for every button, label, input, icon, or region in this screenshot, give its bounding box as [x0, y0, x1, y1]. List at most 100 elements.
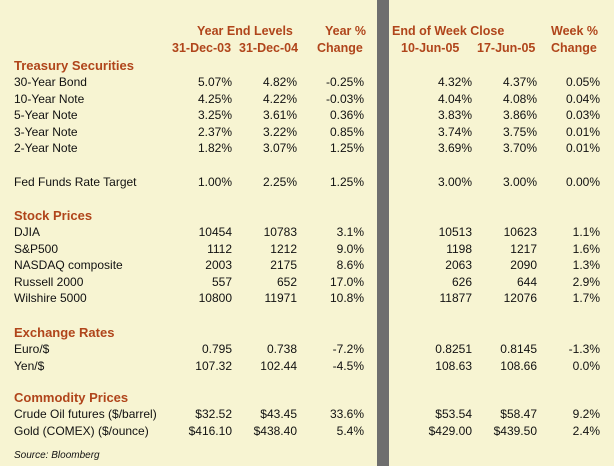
value-31dec03: $32.52 [195, 407, 232, 421]
value-17jun05: $58.47 [500, 407, 537, 421]
value-17jun05: 4.37% [502, 75, 537, 89]
value-year-change: -4.5% [332, 358, 364, 373]
value-year-change: -0.25% [325, 75, 364, 89]
value-week-change: 1.3% [572, 258, 600, 272]
value-31dec03: 4.25% [197, 91, 232, 106]
value-week-change: 0.00% [565, 175, 600, 189]
row-label: NASDAQ composite [14, 258, 123, 272]
value-week-change: 1.1% [572, 225, 600, 239]
table-row: Crude Oil futures ($/barrel) $32.52 $43.45… [0, 406, 614, 422]
row-label: Crude Oil futures ($/barrel) [14, 407, 157, 421]
source-note: Source: Bloomberg [14, 450, 100, 461]
value-10jun05: 626 [451, 274, 472, 289]
value-31dec03: 2003 [205, 258, 232, 272]
value-31dec03: 10800 [198, 291, 232, 305]
value-31dec03: $416.10 [188, 423, 232, 438]
value-10jun05: 108.63 [435, 358, 472, 373]
value-31dec03: 5.07% [197, 75, 232, 89]
value-10jun05: 4.32% [437, 75, 472, 89]
treasury-section-title: Treasury Securities [14, 58, 134, 73]
column-divider [377, 0, 389, 466]
value-31dec04: $43.45 [260, 407, 297, 421]
table-row: 5-Year Note 3.25% 3.61% 0.36% 3.83% 3.86% 0.03… [0, 107, 614, 123]
value-10jun05: 3.69% [437, 141, 472, 155]
row-label: Yen/$ [14, 358, 45, 373]
value-31dec03: 1.00% [197, 175, 232, 189]
year-end-levels-header: Year End Levels [197, 24, 293, 38]
value-31dec04: 2.25% [262, 175, 297, 189]
week-change-header: Change [551, 41, 597, 55]
commodity-section-title: Commodity Prices [14, 390, 129, 405]
value-week-change: -1.3% [568, 342, 600, 356]
value-31dec04: 3.61% [262, 108, 297, 122]
value-31dec04: $438.40 [253, 423, 297, 438]
week-pct-header: Week % [551, 24, 599, 38]
date-17jun05-header: 17-Jun-05 [477, 41, 536, 55]
value-31dec03: 3.25% [197, 108, 232, 122]
value-10jun05: 4.04% [437, 91, 472, 106]
value-31dec03: 10454 [198, 225, 232, 239]
value-week-change: 0.01% [565, 141, 600, 155]
value-17jun05: 3.75% [502, 124, 537, 139]
value-week-change: 0.0% [572, 358, 600, 373]
year-change-header: Change [317, 41, 363, 55]
value-10jun05: $429.00 [428, 423, 472, 438]
value-year-change: 10.8% [329, 291, 364, 305]
value-10jun05: $53.54 [435, 407, 472, 421]
table-row: 2-Year Note 1.82% 3.07% 1.25% 3.69% 3.70% 0.01… [0, 140, 614, 156]
table-row: DJIA 10454 10783 3.1% 10513 10623 1.1% [0, 224, 614, 240]
table-row: 10-Year Note 4.25% 4.22% -0.03% 4.04% 4.08% 0.… [0, 91, 614, 107]
table-row: Wilshire 5000 10800 11971 10.8% 11877 12076 1.… [0, 290, 614, 306]
value-17jun05: 3.86% [502, 108, 537, 122]
value-17jun05: 12076 [503, 291, 537, 305]
value-17jun05: 3.70% [502, 141, 537, 155]
value-year-change: 5.4% [336, 423, 364, 438]
value-week-change: 0.04% [565, 91, 600, 106]
value-year-change: 3.1% [336, 225, 364, 239]
date-31dec04-header: 31-Dec-04 [239, 41, 299, 55]
value-31dec03: 1112 [207, 241, 232, 256]
value-31dec04: 10783 [263, 225, 297, 239]
value-year-change: 1.25% [329, 175, 364, 189]
value-week-change: 2.4% [572, 423, 600, 438]
table-row: Euro/$ 0.795 0.738 -7.2% 0.8251 0.8145 -1.3% [0, 341, 614, 357]
row-label: Euro/$ [14, 342, 50, 356]
value-year-change: 17.0% [329, 274, 364, 289]
value-17jun05: 2090 [510, 258, 537, 272]
row-label: DJIA [14, 225, 41, 239]
row-label: 30-Year Bond [14, 75, 87, 89]
value-10jun05: 11877 [439, 291, 472, 305]
row-label: 10-Year Note [14, 91, 85, 106]
value-17jun05: 10623 [503, 225, 537, 239]
value-week-change: 0.01% [565, 124, 600, 139]
row-label: 2-Year Note [14, 141, 78, 155]
table-row: Russell 2000 557 652 17.0% 626 644 2.9% [0, 274, 614, 290]
value-31dec04: 102.44 [260, 358, 297, 373]
table-row: NASDAQ composite 2003 2175 8.6% 2063 2090 1.3% [0, 257, 614, 273]
row-label: 5-Year Note [14, 108, 78, 122]
row-label: S&P500 [14, 241, 59, 256]
value-31dec04: 11971 [264, 291, 297, 305]
table-row: 3-Year Note 2.37% 3.22% 0.85% 3.74% 3.75% 0.01… [0, 124, 614, 140]
value-year-change: 8.6% [336, 258, 364, 272]
row-label: Fed Funds Rate Target [14, 175, 137, 189]
value-10jun05: 1198 [446, 241, 472, 256]
value-week-change: 9.2% [572, 407, 600, 421]
value-10jun05: 10513 [438, 225, 472, 239]
table-row: Fed Funds Rate Target 1.00% 2.25% 1.25% … [0, 174, 614, 190]
value-week-change: 0.03% [565, 108, 600, 122]
value-31dec03: 557 [211, 274, 232, 289]
value-17jun05: 108.66 [500, 358, 537, 373]
value-17jun05: 4.08% [502, 91, 537, 106]
value-31dec04: 4.22% [262, 91, 297, 106]
value-10jun05: 2063 [445, 258, 472, 272]
value-31dec04: 1212 [270, 241, 297, 256]
value-week-change: 1.6% [572, 241, 600, 256]
value-31dec04: 2175 [270, 258, 297, 272]
value-week-change: 1.7% [572, 291, 600, 305]
stock-section-title: Stock Prices [14, 208, 93, 223]
value-10jun05: 3.00% [437, 175, 472, 189]
value-31dec03: 0.795 [201, 342, 232, 356]
table-row: Yen/$ 107.32 102.44 -4.5% 108.63 108.66 0.0% [0, 358, 614, 374]
